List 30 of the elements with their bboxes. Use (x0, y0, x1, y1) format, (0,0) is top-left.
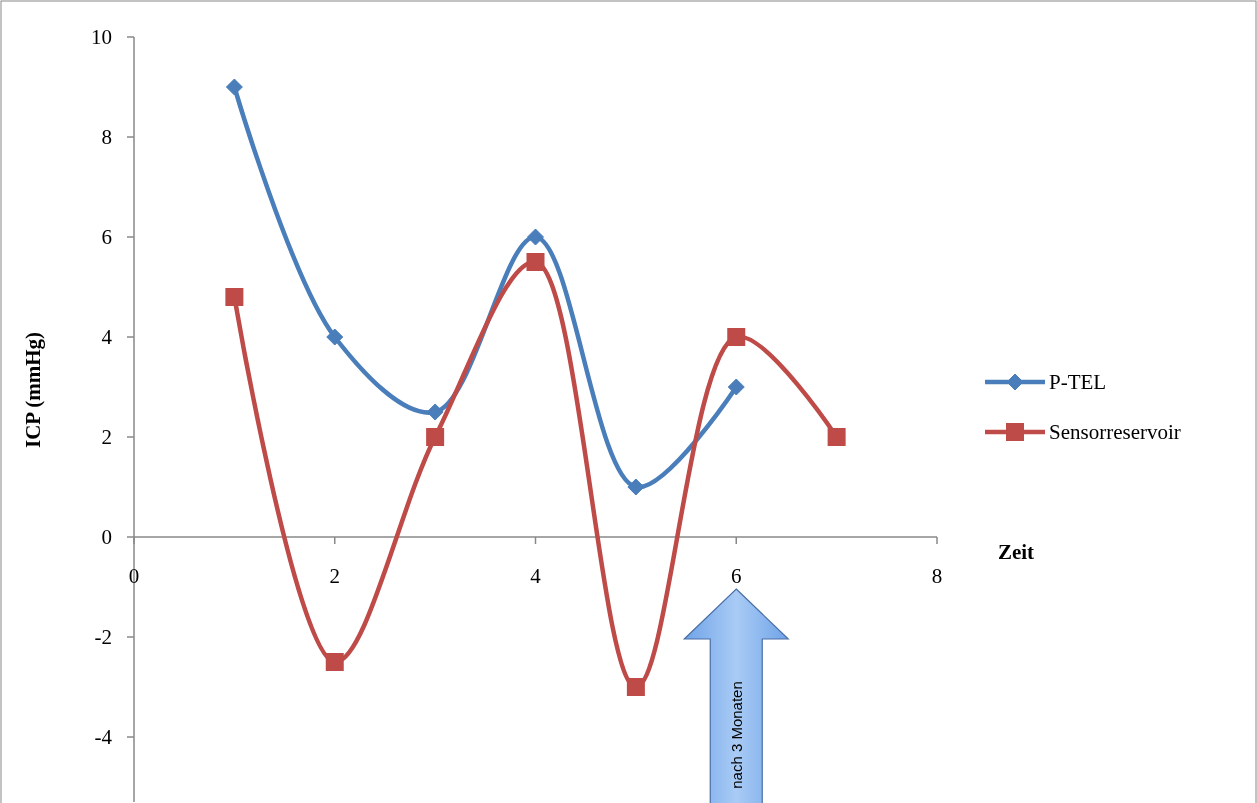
x-tick-label: 8 (931, 564, 943, 588)
point (626, 678, 645, 696)
point (527, 228, 544, 246)
point (827, 428, 846, 446)
point (426, 403, 444, 421)
x-tick-label: 4 (530, 564, 542, 588)
point (225, 78, 243, 96)
point (326, 328, 344, 346)
y-tick-label: 4 (101, 325, 113, 350)
y-tick-label: 0 (101, 525, 112, 550)
y-tick-label: -2 (94, 625, 112, 650)
y-tick-label: 6 (101, 225, 112, 250)
x-tick-label: 6 (731, 564, 742, 588)
point (727, 378, 745, 396)
point (225, 288, 244, 306)
point (325, 653, 344, 671)
legend-label: Sensorreservoir (1049, 420, 1181, 445)
point (426, 428, 445, 446)
x-axis-title: Zeit (997, 540, 1035, 564)
annotation: nach 3 Monaten (728, 681, 746, 789)
y-axis-title: ICP (mmHg) (21, 331, 45, 449)
point (727, 328, 746, 346)
x-tick-label: 0 (128, 564, 140, 588)
y-tick-label: -4 (94, 725, 113, 750)
legend-label: P-TEL (1049, 370, 1107, 395)
x-tick-label: 2 (329, 564, 340, 588)
point (526, 253, 545, 271)
y-tick-label: 10 (91, 25, 112, 50)
y-tick-label: 2 (101, 425, 112, 450)
y-tick-label: 8 (101, 125, 112, 150)
